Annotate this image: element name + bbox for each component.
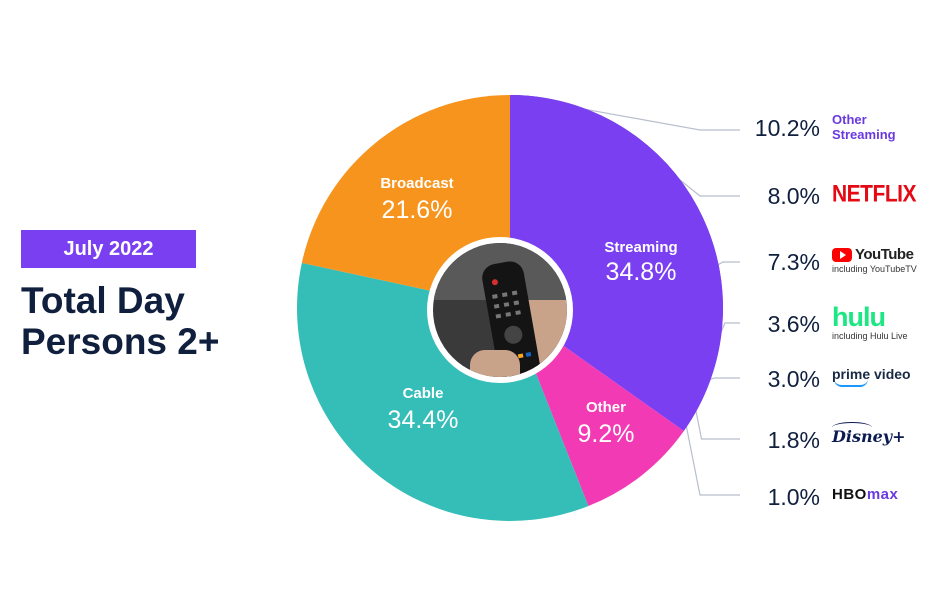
page-title: Total Day Persons 2+: [21, 280, 219, 362]
hulu-logo: hulu including Hulu Live: [832, 302, 908, 342]
leader-line-other-streaming: [576, 107, 740, 131]
title-line-2: Persons 2+: [21, 321, 220, 362]
pct-other-streaming: 10.2%: [754, 115, 820, 141]
slice-name-other: Other: [586, 399, 626, 416]
hbo-part: HBO: [832, 486, 867, 503]
max-part: max: [866, 486, 899, 503]
slice-pct-streaming: 34.8%: [606, 258, 677, 286]
prime-video-logo: prime video: [832, 366, 911, 387]
slice-pct-broadcast: 21.6%: [382, 196, 453, 224]
slice-name-broadcast: Broadcast: [380, 175, 453, 192]
youtube-play-icon: [832, 247, 852, 262]
slice-name-streaming: Streaming: [604, 239, 677, 256]
leader-line-prime-video: [708, 377, 740, 381]
slice-name-cable: Cable: [403, 385, 444, 402]
youtube-logo: YouTube including YouTubeTV: [832, 246, 917, 274]
hbo-max-logo: HBOmax: [832, 486, 898, 503]
hulu-name: hulu: [832, 302, 886, 332]
netflix-logo: NETFLIX: [832, 181, 917, 208]
leader-line-youtube: [716, 261, 740, 267]
leader-line-hbo-max: [685, 424, 740, 496]
thumb-shape: [470, 350, 520, 377]
other-streaming-word: Other: [832, 112, 867, 127]
pct-hulu: 3.6%: [767, 311, 820, 337]
prime-name: prime video: [832, 366, 911, 382]
disney-plus-logo: Disney+: [832, 422, 905, 446]
pct-hbo: 1.0%: [767, 484, 820, 510]
other-streaming-word: Streaming: [832, 127, 896, 142]
slice-pct-other: 9.2%: [578, 420, 635, 448]
pct-youtube: 7.3%: [767, 249, 820, 275]
pct-netflix: 8.0%: [767, 183, 820, 209]
youtube-name: YouTube: [855, 246, 914, 263]
date-badge: July 2022: [21, 230, 196, 268]
title-line-1: Total Day: [21, 280, 185, 321]
slice-pct-cable: 34.4%: [388, 406, 459, 434]
slice-streaming: [510, 95, 723, 432]
hulu-sub: including Hulu Live: [832, 331, 908, 341]
slice-labels: Streaming 34.8% Other 9.2% Cable 34.4% Broadca…: [380, 175, 677, 448]
leader-line-disney-: [694, 408, 740, 440]
pct-disney: 1.8%: [767, 427, 820, 453]
pct-prime: 3.0%: [767, 366, 820, 392]
remote-control-photo: [427, 237, 573, 383]
prime-smile-icon: [834, 379, 868, 387]
leader-line-netflix: [673, 174, 740, 197]
brand-other-streaming: Other Streaming: [832, 112, 896, 142]
youtube-sub: including YouTubeTV: [832, 264, 917, 274]
disney-name: Disney+: [832, 427, 906, 446]
disney-arc-icon: [832, 422, 872, 433]
